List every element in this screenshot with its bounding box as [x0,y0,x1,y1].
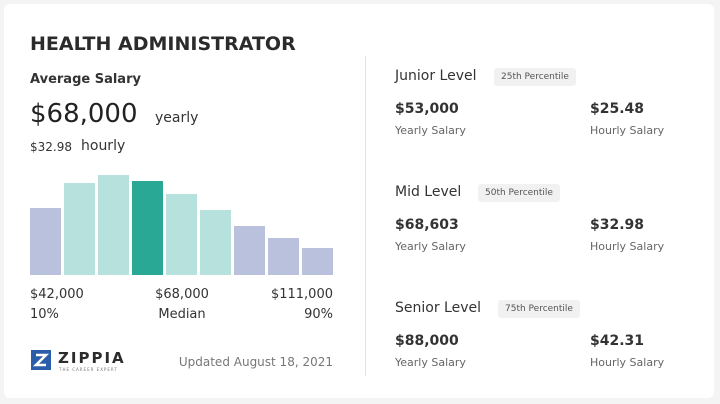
level-yearly: $53,000 [395,101,459,117]
percentile-badge: 50th Percentile [478,184,560,202]
histogram-bar [64,183,95,275]
level-hourly: $25.48 [590,101,645,117]
range-high: $111,000 [270,287,333,302]
histogram-bar [200,210,231,275]
yearly-label: Yearly Salary [395,356,466,369]
hourly-label: Hourly Salary [590,124,665,137]
level-hourly: $42.31 [590,333,645,349]
histogram-bar [30,208,61,275]
median-label: Median [158,307,206,322]
updated: Updated August 18, 2021 [178,355,333,369]
average-label: Average Salary [30,72,141,87]
brand-name: ZIPPIA [58,349,126,367]
level-name: Junior Level [395,68,477,84]
histogram-bar [132,181,163,275]
histogram-bar [302,248,333,275]
range-low-pct: 10% [30,307,59,322]
range-high-pct: 90% [304,307,333,322]
hourly-label: Hourly Salary [590,356,665,369]
histogram [30,175,333,275]
yearly-label: Yearly Salary [395,124,466,137]
salary-card: HEALTH ADMINISTRATOR Average Salary $68,… [4,4,714,398]
brand-icon [31,350,51,370]
divider [365,56,366,376]
title: HEALTH ADMINISTRATOR [30,33,296,55]
histogram-bar [268,238,299,275]
histogram-bar [166,194,197,275]
range-median: $68,000 [155,287,209,302]
yearly-unit: yearly [155,110,199,126]
percentile-badge: 75th Percentile [498,300,580,318]
level-name: Mid Level [395,184,462,200]
average-yearly: $68,000 [30,99,138,129]
hourly-label: Hourly Salary [590,240,665,253]
brand-tagline: THE CAREER EXPERT [59,367,118,372]
range-low: $42,000 [30,287,84,302]
histogram-bar [234,226,265,275]
hourly-unit: hourly [81,138,126,154]
level-name: Senior Level [395,300,481,316]
average-hourly: $32.98 [30,140,72,154]
yearly-label: Yearly Salary [395,240,466,253]
percentile-badge: 25th Percentile [494,68,576,86]
level-hourly: $32.98 [590,217,645,233]
histogram-bar [98,175,129,275]
level-yearly: $88,000 [395,333,459,349]
level-yearly: $68,603 [395,217,459,233]
